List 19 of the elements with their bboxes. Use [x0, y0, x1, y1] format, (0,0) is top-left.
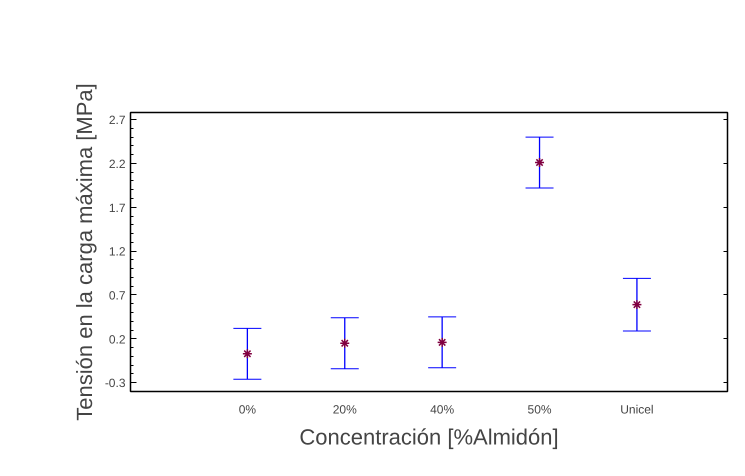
- y-tick-label: 2.2: [108, 156, 126, 171]
- point: [436, 337, 448, 348]
- y-tick-label: 2.7: [108, 113, 126, 128]
- y-tick-label: 0.2: [108, 332, 126, 346]
- y-axis-title: Tensión en la carga máxima [MPa]: [72, 83, 97, 421]
- point: [534, 157, 545, 168]
- point: [340, 338, 350, 348]
- y-tick-label: -0.3: [104, 376, 126, 390]
- x-tick-label: 50%: [528, 402, 552, 416]
- y-tick-label: 1.7: [108, 200, 126, 215]
- point: [242, 348, 253, 360]
- x-tick-label: 20%: [332, 402, 358, 416]
- y-tick-label: 1.2: [108, 244, 126, 259]
- x-axis-title: Concentración [%Almidón]: [299, 424, 559, 450]
- point: [632, 299, 642, 310]
- x-tick-label: Unicel: [620, 402, 654, 416]
- x-tick-label: 40%: [430, 402, 454, 416]
- x-tick-label: 0%: [238, 402, 256, 416]
- y-tick-label: 0.7: [108, 288, 126, 302]
